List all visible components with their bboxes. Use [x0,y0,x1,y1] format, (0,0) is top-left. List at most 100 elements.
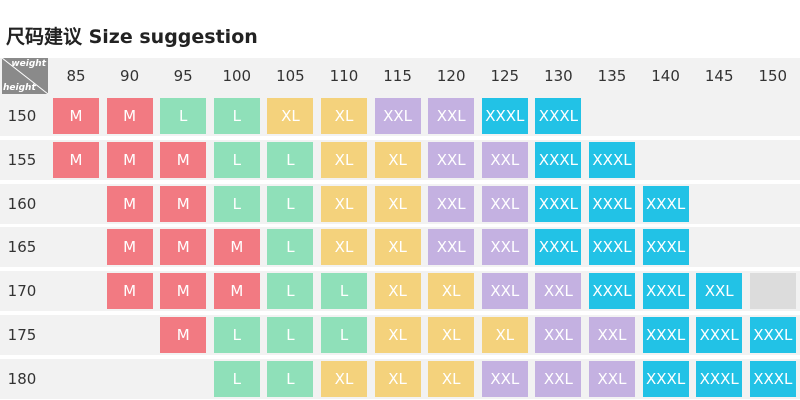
size-cell: M [213,273,260,310]
size-cell: XXXL [642,317,689,353]
size-cell: XL [428,273,475,310]
size-cell: XXL [428,141,475,178]
size-cell: XXL [428,98,475,134]
size-cell: XXL [481,273,528,310]
size-cell: M [106,229,153,266]
weight-header: 145 [704,67,734,85]
title: 尺码建议 Size suggestion [6,26,258,48]
size-cell: L [267,273,314,310]
size-cell: XXL [481,229,528,266]
weight-header: 135 [597,67,627,85]
size-cell: XXXL [535,141,582,178]
size-cell: M [53,98,99,134]
size-cell: XL [321,141,367,178]
weight-header: 100 [222,67,252,85]
size-cell: L [213,98,260,134]
size-cell: XXL [428,229,475,266]
size-cell: M [106,141,153,178]
size-cell: XXXL [535,229,582,266]
size-cell: XXXL [589,185,635,222]
size-cell: L [267,317,314,353]
corner: weight height [2,58,48,94]
size-cell: XL [321,360,367,397]
size-cell: M [160,185,207,222]
weight-header: 115 [383,67,412,85]
size-cell: XXXL [589,273,635,310]
size-cell: XL [374,141,421,178]
size-cell: XXXL [535,98,582,134]
size-cell: XL [428,360,475,397]
size-cell: M [53,141,99,178]
size-cell: XXL [589,317,635,353]
size-cell: L [267,141,314,178]
size-cell: M [106,273,153,310]
weight-header: 120 [436,67,466,85]
size-cell: M [106,185,153,222]
weight-header: 150 [758,67,788,85]
size-cell: XXL [535,273,582,310]
size-cell: XXXL [642,185,689,222]
size-cell: XXXL [589,141,635,178]
size-cell: XXXL [642,360,689,397]
weight-header: 130 [544,67,573,85]
weight-header: 110 [329,67,359,85]
height-label: 165 [7,238,37,257]
size-cell: XXXL [589,229,635,266]
size-cell: XXL [428,185,475,222]
size-cell: L [213,317,260,353]
size-cell: L [267,229,314,266]
size-cell: M [160,141,207,178]
size-cell: L [321,317,367,353]
size-cell: XXL [481,141,528,178]
corner-diagonal [2,58,48,94]
size-cell: XXXL [696,360,743,397]
size-cell: XXXL [749,317,796,353]
size-cell: XL [267,98,314,134]
size-cell: M [106,98,153,134]
weight-header: 90 [120,67,140,85]
size-cell: XL [374,229,421,266]
size-cell: L [213,141,260,178]
size-cell: XL [321,229,367,266]
size-cell: XXL [589,360,635,397]
size-cell: M [160,229,207,266]
weight-header: 95 [173,67,193,85]
size-cell: L [321,273,367,310]
size-cell: XXXL [642,229,689,266]
size-cell: M [213,229,260,266]
size-cell: L [267,185,314,222]
corner-height: height [3,83,36,93]
size-cell: XXXL [696,317,743,353]
size-cell: XXXL [481,98,528,134]
size-cell: XXL [374,98,421,134]
size-cell: XL [374,273,421,310]
height-label: 155 [7,150,37,169]
height-label: 180 [7,369,37,388]
size-cell: M [160,317,207,353]
size-cell: XL [321,185,367,222]
height-label: 170 [7,282,37,301]
size-cell: XL [374,185,421,222]
size-cell: XXXL [749,360,796,397]
size-cell: L [213,360,260,397]
size-cell: M [160,273,207,310]
size-cell: XL [374,360,421,397]
size-cell: L [267,360,314,397]
size-cell: XL [428,317,475,353]
size-cell: XXL [481,360,528,397]
size-cell [749,273,796,310]
size-cell: XL [321,98,367,134]
height-label: 175 [7,326,37,344]
header-band [0,58,800,96]
weight-header: 85 [66,67,86,85]
size-cell: L [160,98,207,134]
size-cell: XXXL [535,185,582,222]
height-label: 150 [7,107,37,125]
weight-header: 125 [490,67,520,85]
size-cell: XXL [535,317,582,353]
size-cell: XXL [481,185,528,222]
height-label: 160 [7,194,37,213]
size-cell: XXXL [642,273,689,310]
weight-header: 140 [651,67,680,85]
